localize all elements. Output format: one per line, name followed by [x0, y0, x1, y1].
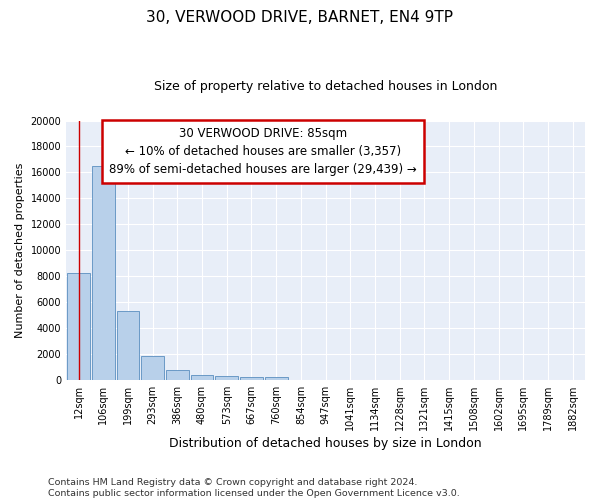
Y-axis label: Number of detached properties: Number of detached properties	[15, 162, 25, 338]
Bar	[240, 377, 263, 380]
Title: Size of property relative to detached houses in London: Size of property relative to detached ho…	[154, 80, 497, 93]
Text: 30 VERWOOD DRIVE: 85sqm
← 10% of detached houses are smaller (3,357)
89% of semi: 30 VERWOOD DRIVE: 85sqm ← 10% of detache…	[109, 127, 417, 176]
Bar	[92, 166, 115, 380]
X-axis label: Distribution of detached houses by size in London: Distribution of detached houses by size …	[169, 437, 482, 450]
Text: 30, VERWOOD DRIVE, BARNET, EN4 9TP: 30, VERWOOD DRIVE, BARNET, EN4 9TP	[146, 10, 454, 25]
Text: Contains HM Land Registry data © Crown copyright and database right 2024.
Contai: Contains HM Land Registry data © Crown c…	[48, 478, 460, 498]
Bar	[215, 376, 238, 380]
Bar	[141, 356, 164, 380]
Bar	[166, 370, 189, 380]
Bar	[191, 375, 214, 380]
Bar	[116, 311, 139, 380]
Bar	[67, 274, 90, 380]
Bar	[265, 378, 287, 380]
